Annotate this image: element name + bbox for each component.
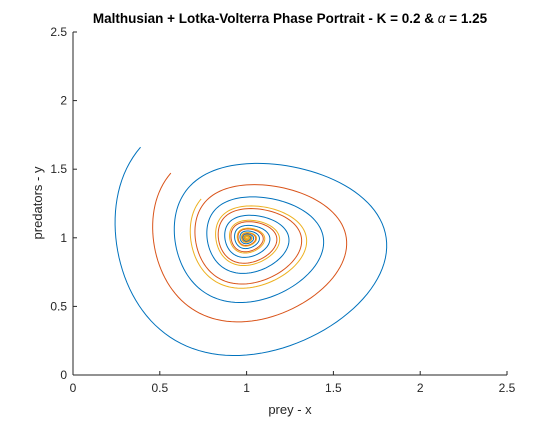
- x-tick-label-5: 2.5: [499, 381, 516, 395]
- x-tick-label-0: 0: [70, 381, 77, 395]
- x-axis-label: prey - x: [268, 402, 312, 417]
- x-tick-label-3: 1.5: [325, 381, 342, 395]
- y-tick-label-3: 1.5: [50, 162, 67, 176]
- y-tick-label-5: 2.5: [50, 25, 67, 39]
- x-tick-label-2: 1: [243, 381, 250, 395]
- x-tick-label-1: 0.5: [151, 381, 168, 395]
- y-axis-label: predators - y: [30, 166, 45, 239]
- chart-title: Malthusian + Lotka-Volterra Phase Portra…: [93, 11, 488, 26]
- title-before: Malthusian + Lotka-Volterra Phase Portra…: [93, 11, 438, 26]
- title-after: = 1.25: [445, 11, 487, 26]
- y-tick-label-0: 0: [60, 368, 67, 382]
- y-tick-label-2: 1: [60, 231, 67, 245]
- x-tick-label-4: 2: [417, 381, 424, 395]
- y-tick-label-4: 2: [60, 94, 67, 108]
- y-tick-label-1: 0.5: [50, 299, 67, 313]
